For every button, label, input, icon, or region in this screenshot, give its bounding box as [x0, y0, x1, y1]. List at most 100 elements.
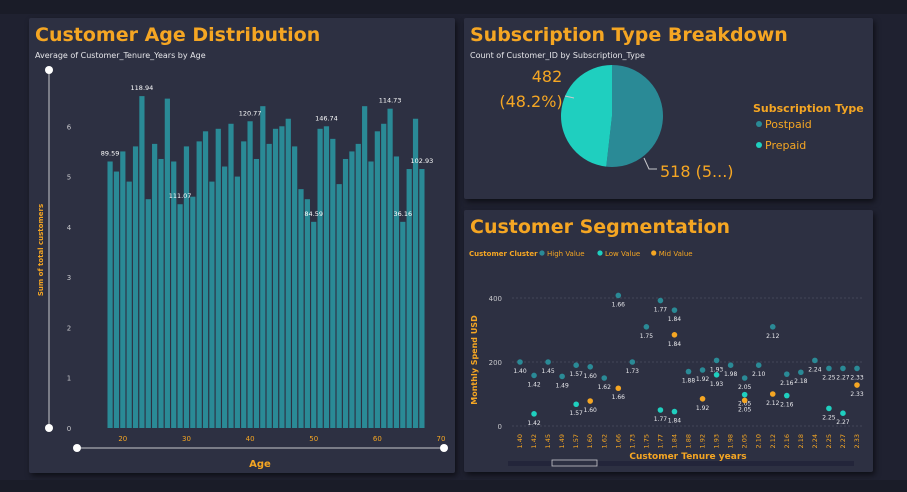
legend-label: Low Value	[605, 250, 640, 258]
x-tick-label: 2.10	[755, 434, 763, 448]
bar	[266, 143, 272, 428]
scatter-point	[531, 411, 537, 417]
bar	[272, 128, 279, 429]
point-label: 2.05	[738, 384, 752, 391]
bar	[253, 158, 260, 428]
scatter-point	[573, 401, 579, 408]
bar-data-label: 84.59	[304, 210, 323, 218]
y-tick-label: 200	[489, 359, 502, 367]
point-label: 1.77	[654, 416, 668, 423]
point-label: 1.98	[724, 371, 738, 378]
scatter-point	[517, 359, 523, 365]
x-tick-label: 50	[309, 435, 318, 443]
x-tick-label: 2.12	[769, 434, 777, 448]
age-subtitle: Average of Customer_Tenure_Years by Age	[35, 51, 206, 60]
bar	[330, 138, 336, 428]
scatter-point	[657, 407, 664, 413]
scatter-point	[643, 324, 650, 330]
bar	[285, 118, 291, 428]
x-tick-label: 2.05	[741, 434, 749, 448]
bar	[241, 141, 247, 428]
prepaid-leader-line	[564, 95, 575, 99]
legend-label: Mid Value	[659, 250, 693, 258]
x-tick-label: 1.45	[544, 434, 552, 448]
point-label: 1.40	[513, 368, 527, 375]
point-label: 1.84	[668, 418, 682, 425]
scatter-point	[671, 307, 678, 313]
x-range-slider-handle	[440, 444, 448, 452]
bar	[292, 146, 298, 428]
point-label: 1.92	[696, 405, 710, 412]
x-tick-label: 1.60	[586, 434, 594, 448]
scatter-point	[671, 332, 678, 338]
scatter-point	[854, 365, 860, 372]
bar	[419, 169, 425, 428]
scatter-point	[713, 357, 720, 364]
y-tick-label: 5	[67, 174, 71, 182]
scatter-point	[573, 362, 579, 368]
x-tick-label: 40	[246, 435, 255, 443]
x-tick-label: 1.88	[685, 434, 693, 448]
bar	[374, 131, 380, 429]
bar	[311, 221, 317, 428]
bar	[126, 181, 132, 428]
y-tick-label: 4	[67, 224, 72, 232]
bar	[342, 158, 349, 428]
bar	[107, 161, 113, 428]
x-tick-label: 1.92	[699, 434, 707, 448]
point-label: 1.93	[710, 381, 724, 388]
point-label: 1.84	[668, 341, 682, 348]
point-label: 2.25	[822, 414, 836, 421]
cluster-legend-title: Customer Cluster	[469, 250, 538, 258]
bar	[387, 108, 393, 428]
y-tick-label: 1	[67, 375, 71, 383]
bar	[317, 128, 323, 429]
scatter-point	[826, 365, 832, 372]
scatter-point	[657, 297, 664, 304]
bar-data-label: 111.07	[169, 192, 192, 200]
point-label: 1.62	[598, 384, 612, 391]
scatter-point	[840, 365, 846, 372]
y-axis-label: Sum of total customers	[37, 204, 45, 296]
bar	[120, 151, 126, 428]
bar	[177, 204, 183, 428]
x-tick-label: 30	[182, 435, 191, 443]
age-distribution-panel: Customer Age Distribution Average of Cus…	[29, 18, 455, 473]
subscription-subtitle: Count of Customer_ID by Subscription_Typ…	[470, 51, 645, 60]
scatter-point	[699, 367, 706, 373]
postpaid-value-label: 518 (5...)	[660, 162, 734, 181]
scatter-point	[727, 362, 734, 368]
bar	[349, 151, 355, 428]
bar	[260, 106, 266, 429]
horizontal-scrollbar-thumb[interactable]	[551, 459, 598, 467]
bar	[145, 199, 151, 428]
scatter-point	[531, 372, 537, 379]
x-tick-label: 1.66	[614, 434, 622, 448]
point-label: 1.77	[654, 307, 668, 314]
point-label: 1.88	[682, 378, 696, 385]
scatter-point	[699, 396, 706, 402]
bar	[362, 106, 368, 429]
bar-data-label: 102.93	[411, 157, 434, 165]
pie-slice	[561, 65, 612, 167]
point-label: 1.93	[710, 366, 724, 373]
legend-label: Prepaid	[765, 139, 806, 152]
x-tick-label: 2.18	[797, 434, 805, 448]
horizontal-scrollbar-track	[508, 461, 854, 466]
scatter-point	[559, 373, 565, 380]
x-range-slider-handle	[73, 444, 81, 452]
point-label: 1.73	[626, 368, 640, 375]
scatter-point	[615, 292, 622, 299]
subscription-title: Subscription Type Breakdown	[470, 24, 788, 46]
bar	[228, 123, 234, 429]
x-tick-label: 2.25	[825, 434, 833, 448]
x-tick-label: 2.33	[853, 434, 861, 448]
scatter-point	[741, 397, 748, 404]
page-title: Customer Age Distribution	[35, 24, 321, 46]
scatter-point	[587, 398, 594, 404]
segmentation-title: Customer Segmentation	[470, 216, 731, 238]
scatter-point	[601, 375, 608, 381]
scatter-point	[629, 359, 636, 365]
scatter-point	[741, 375, 748, 381]
scatter-point	[769, 324, 776, 330]
